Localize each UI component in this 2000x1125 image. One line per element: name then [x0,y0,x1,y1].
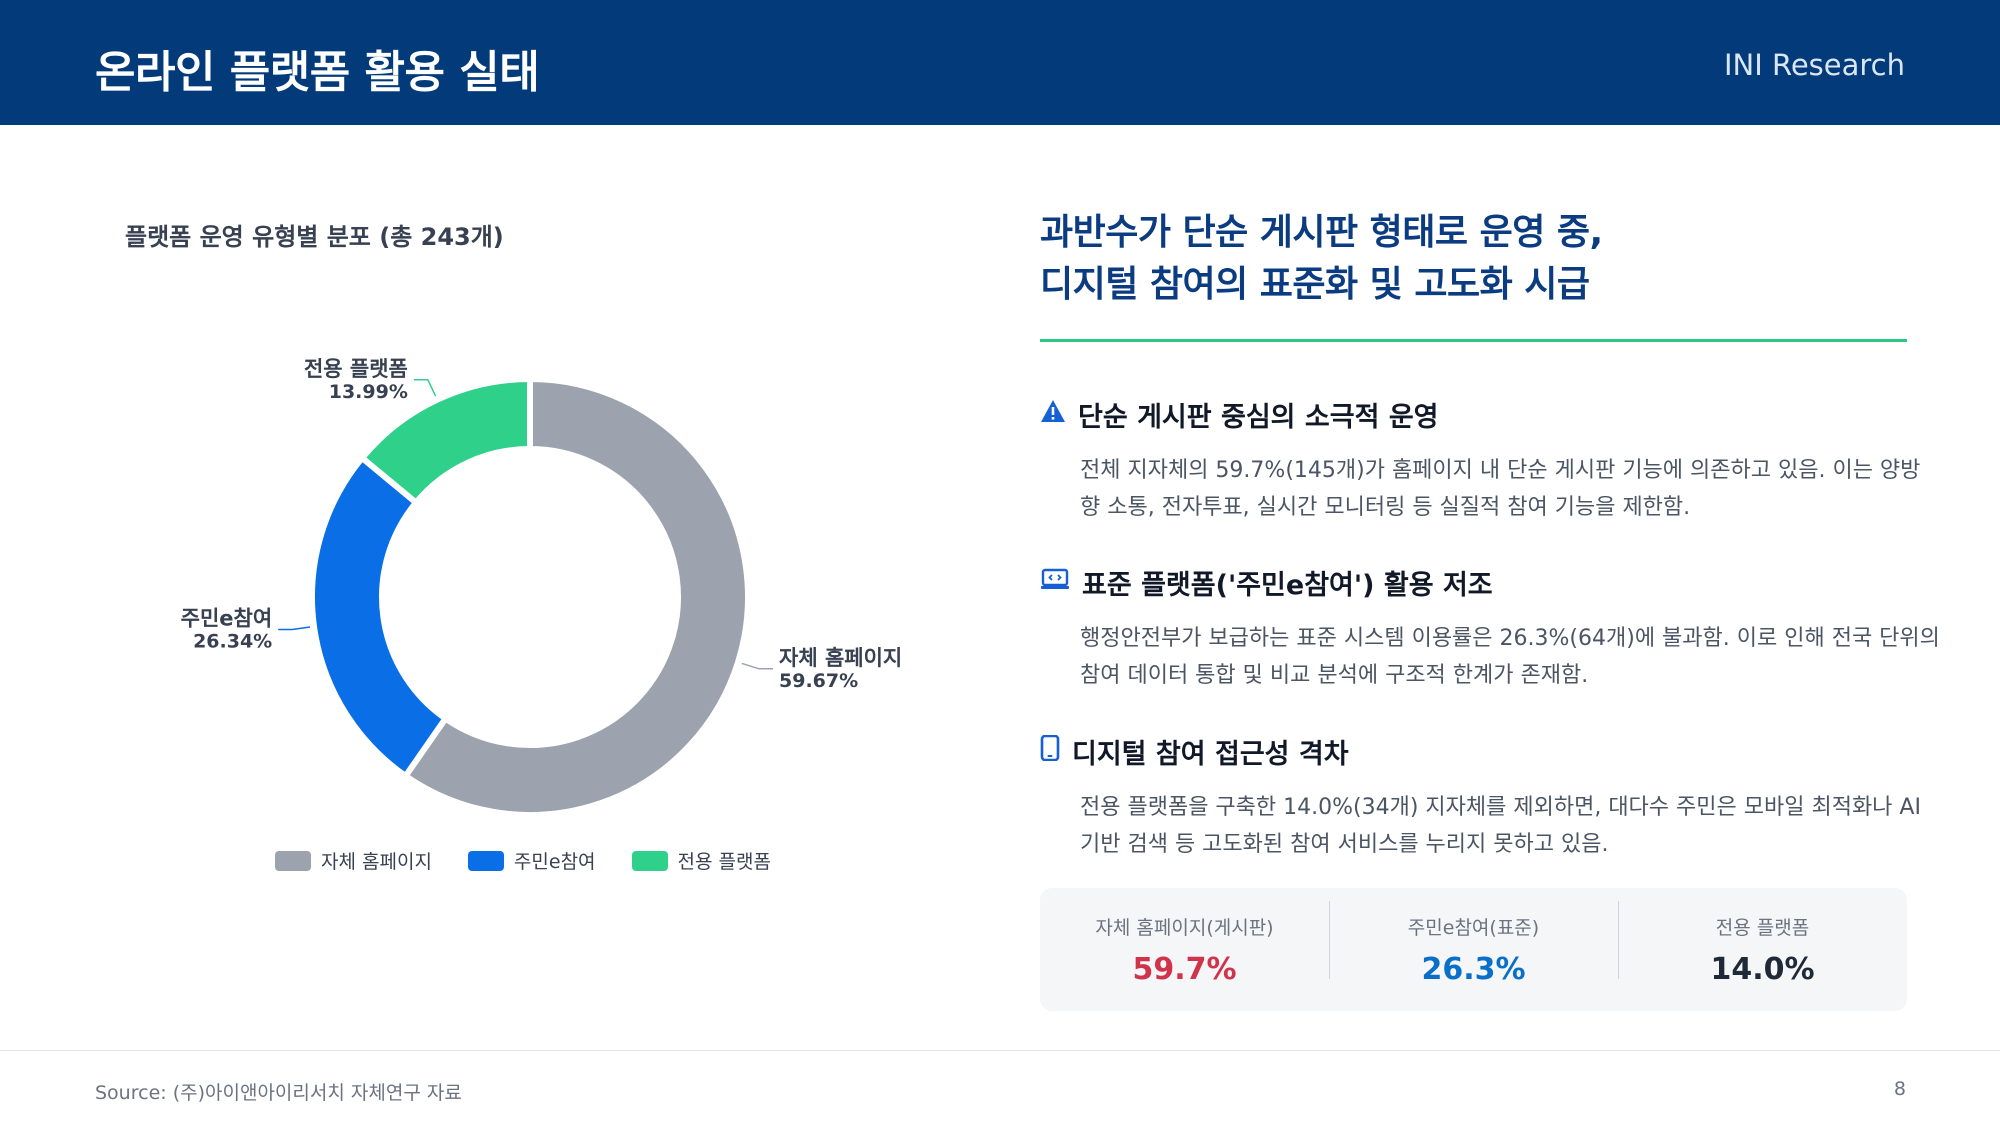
chart-legend: 자체 홈페이지 주민e참여 전용 플랫폼 [275,847,771,874]
leader-line-dedicated [413,379,437,397]
brand-label: INI Research [1723,48,1905,82]
page-title: 온라인 플랫폼 활용 실태 [95,47,540,98]
stat-eparticipation: 주민e참여(표준) 26.3% [1329,900,1618,987]
finding-body-3: 전용 플랫폼을 구축한 14.0%(34개) 지자체를 제외하면, 대다수 주민… [1080,795,1921,857]
headline-line-2: 디지털 참여의 표준화 및 고도화 시급 [1040,264,1590,305]
finding-item-3: 디지털 참여 접근성 격차 전용 플랫폼을 구축한 14.0%(34개) 지자체… [1040,732,1921,863]
slice-value-dedicated: 13.99% [329,381,408,403]
leader-line-eparticipation [278,626,311,631]
headline-line-1: 과반수가 단순 게시판 형태로 운영 중, [1040,212,1603,253]
legend-swatch-eparticipation [467,850,504,871]
header-bar: 온라인 플랫폼 활용 실태 INI Research [0,0,2000,125]
legend-item-homepage: 자체 홈페이지 [275,847,432,874]
donut-slice-dedicated [359,376,533,506]
finding-title-3: 디지털 참여 접근성 격차 [1072,739,1349,770]
slice-label-dedicated: 전용 플랫폼 [304,357,408,381]
donut-slice-eparticipation [309,454,449,779]
finding-body-2: 행정안전부가 보급하는 표준 시스템 이용률은 26.3%(64개)에 불과함.… [1080,626,1940,688]
stat-value-dedicated: 14.0% [1710,951,1815,987]
laptop-code-icon [1040,567,1070,598]
page-number: 8 [1893,1078,1906,1100]
source-note: Source: (주)아이앤아이리서치 자체연구 자료 [95,1082,462,1104]
stat-value-homepage: 59.7% [1132,951,1237,987]
slice-label-homepage: 자체 홈페이지 [779,646,902,670]
headline-divider [1040,339,1907,342]
leader-line-homepage [741,662,774,670]
legend-item-eparticipation: 주민e참여 [467,847,596,874]
slice-value-eparticipation: 26.34% [193,630,272,652]
slice-label-eparticipation: 주민e참여 [181,606,273,630]
stats-panel: 자체 홈페이지(게시판) 59.7% 주민e참여(표준) 26.3% 전용 플랫… [1040,888,1907,1011]
stat-value-eparticipation: 26.3% [1421,951,1526,987]
legend-item-dedicated: 전용 플랫폼 [631,847,771,874]
finding-body-1: 전체 지자체의 59.7%(145개)가 홈페이지 내 단순 게시판 기능에 의… [1080,458,1921,520]
legend-label-eparticipation: 주민e참여 [513,851,596,873]
stat-homepage: 자체 홈페이지(게시판) 59.7% [1040,913,1329,987]
chart-title: 플랫폼 운영 유형별 분포 (총 243개) [125,223,504,251]
finding-title-2: 표준 플랫폼('주민e참여') 활용 저조 [1082,570,1493,601]
finding-item-1: 단순 게시판 중심의 소극적 운영 전체 지자체의 59.7%(145개)가 홈… [1040,395,1920,526]
legend-label-dedicated: 전용 플랫폼 [677,851,771,873]
stat-dedicated: 전용 플랫폼 14.0% [1618,900,1907,987]
stat-label-homepage: 자체 홈페이지(게시판) [1095,916,1274,939]
legend-label-homepage: 자체 홈페이지 [321,851,432,873]
stat-label-eparticipation: 주민e참여(표준) [1407,916,1540,939]
finding-title-1: 단순 게시판 중심의 소극적 운영 [1078,402,1439,433]
slice-value-homepage: 59.67% [779,670,858,692]
stat-label-dedicated: 전용 플랫폼 [1715,916,1810,939]
donut-slice-homepage [402,376,751,818]
legend-swatch-dedicated [631,850,668,871]
headline: 과반수가 단순 게시판 형태로 운영 중, 디지털 참여의 표준화 및 고도화 … [1040,207,1603,311]
legend-swatch-homepage [275,850,311,871]
mobile-icon [1040,734,1060,768]
finding-item-2: 표준 플랫폼('주민e참여') 활용 저조 행정안전부가 보급하는 표준 시스템… [1040,563,1940,694]
footer-divider [0,1050,2000,1051]
warning-icon [1040,399,1066,430]
